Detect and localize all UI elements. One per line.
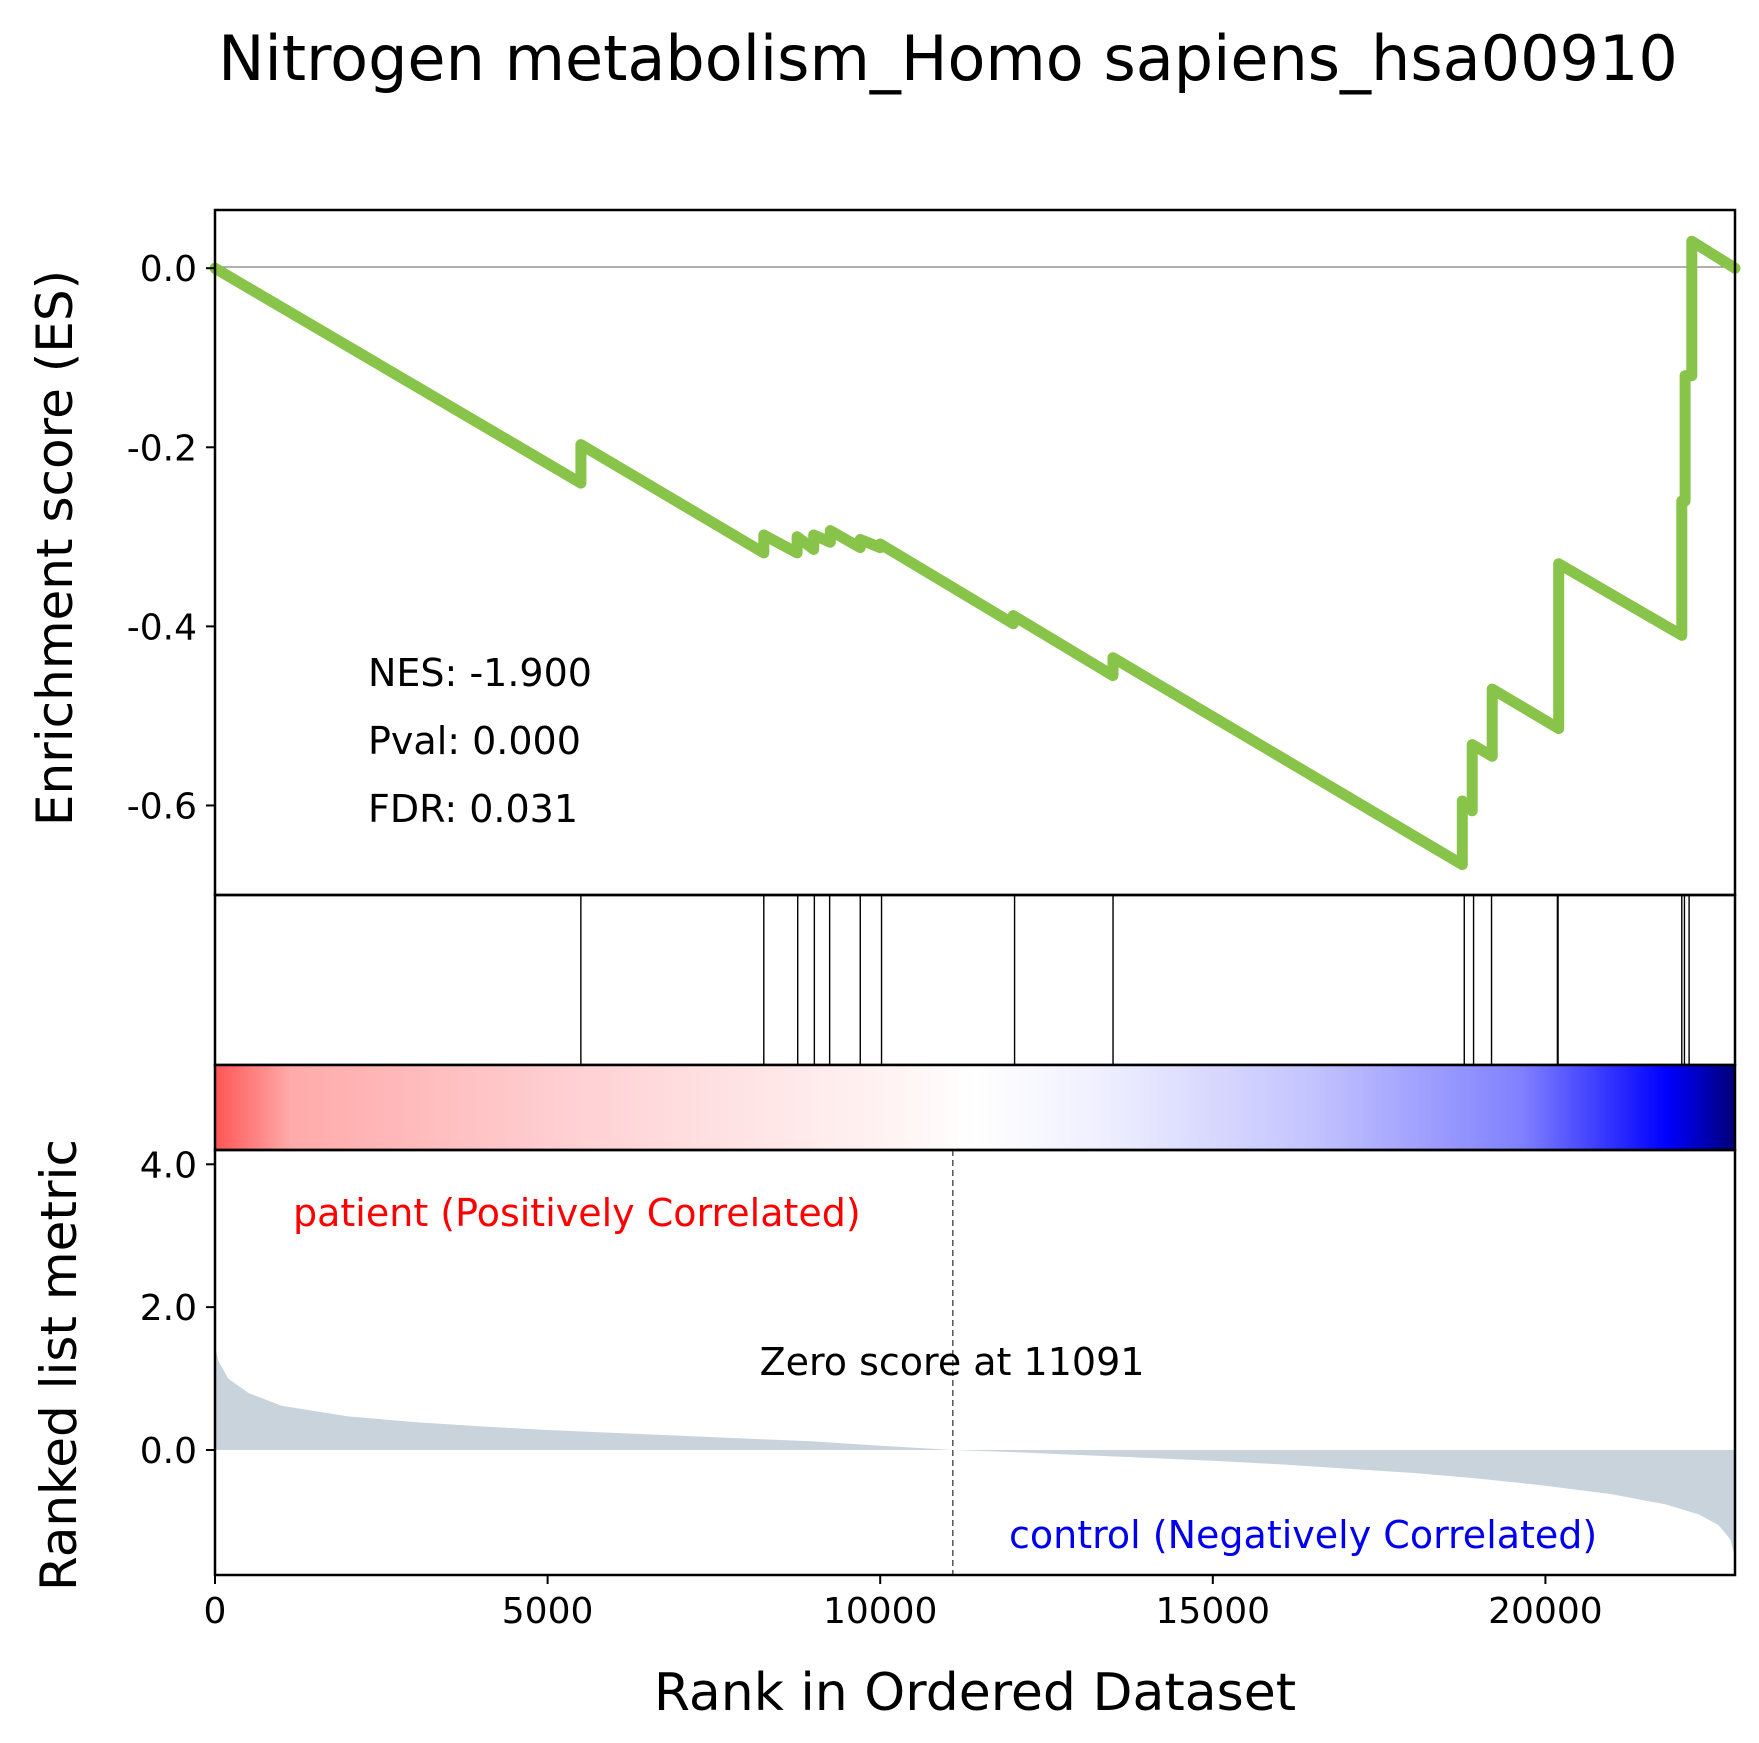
es-y-tick-label: -0.4: [127, 607, 197, 648]
rank-x-axis-label: Rank in Ordered Dataset: [654, 1663, 1296, 1723]
rank-y-axis-ticks: 4.0 2.0 0.0: [140, 1145, 215, 1472]
rank-y-tick-label: 4.0: [140, 1145, 197, 1186]
es-curve: [209, 235, 1741, 871]
rank-y-tick-label: 0.0: [140, 1431, 197, 1472]
pval-label: Pval: 0.000: [368, 719, 581, 763]
es-y-axis-ticks: 0.0 -0.2 -0.4 -0.6: [127, 249, 215, 827]
positive-correlation-label: patient (Positively Correlated): [293, 1191, 861, 1235]
rank-colorbar: [213, 1063, 1737, 1152]
es-y-axis-label: Enrichment score (ES): [26, 270, 84, 826]
rank-x-tick-label: 20000: [1488, 1591, 1603, 1632]
zero-score-label: Zero score at 11091: [760, 1340, 1145, 1384]
hits-panel: [213, 893, 1737, 1067]
rank-x-tick-label: 5000: [502, 1591, 594, 1632]
nes-label: NES: -1.900: [368, 651, 592, 695]
es-y-tick-label: -0.6: [127, 786, 197, 827]
rank-y-tick-label: 2.0: [140, 1288, 197, 1329]
rank-y-axis-label: Ranked list metric: [30, 1139, 88, 1591]
es-y-tick-label: -0.2: [127, 428, 197, 469]
es-panel: 0.0-0.2-0.4-0.6 NES: -1.900 Pval: 0.000 …: [26, 208, 1741, 897]
ranked-metric-area: [215, 1346, 1735, 1558]
rank-x-tick-label: 10000: [823, 1591, 938, 1632]
fdr-label: FDR: 0.031: [368, 787, 578, 831]
rank-x-tick-label: 15000: [1156, 1591, 1271, 1632]
chart-title: Nitrogen metabolism_Homo sapiens_hsa0091…: [218, 22, 1678, 95]
rank-x-axis-ticks: 0 5000 10000 15000 20000: [204, 1575, 1603, 1632]
es-y-tick-label: 0.0: [140, 249, 197, 290]
negative-correlation-label: control (Negatively Correlated): [1009, 1513, 1597, 1557]
es-line-layer: [209, 235, 1741, 871]
hit-markers-layer: [580, 895, 1690, 1065]
hits-panel-frame: [213, 893, 1737, 1067]
rank-x-tick-label: 0: [204, 1591, 227, 1632]
rank-panel: patient (Positively Correlated) Zero sco…: [30, 1063, 1737, 1723]
rank-panel-frame: [213, 1148, 1737, 1577]
